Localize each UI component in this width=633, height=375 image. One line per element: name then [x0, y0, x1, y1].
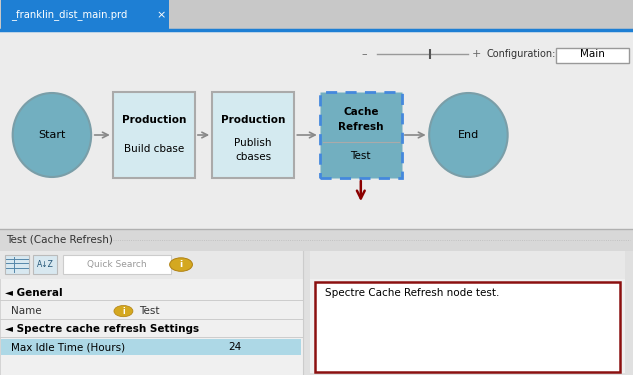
Text: Refresh: Refresh	[338, 122, 384, 132]
FancyBboxPatch shape	[310, 251, 625, 279]
FancyBboxPatch shape	[0, 251, 303, 375]
Ellipse shape	[429, 93, 508, 177]
Text: i: i	[122, 307, 125, 316]
Text: ◄ Spectre cache refresh Settings: ◄ Spectre cache refresh Settings	[5, 324, 199, 334]
Text: ×: ×	[157, 10, 166, 20]
FancyBboxPatch shape	[320, 92, 402, 178]
Text: Spectre Cache Refresh node test.: Spectre Cache Refresh node test.	[325, 288, 499, 298]
FancyBboxPatch shape	[0, 0, 633, 30]
Text: Configuration:: Configuration:	[486, 50, 556, 59]
Text: 24: 24	[228, 342, 241, 352]
Ellipse shape	[13, 93, 91, 177]
FancyBboxPatch shape	[0, 229, 633, 251]
Circle shape	[114, 306, 133, 317]
FancyBboxPatch shape	[113, 92, 195, 178]
Text: –: –	[361, 50, 367, 59]
Text: Production: Production	[221, 115, 285, 125]
FancyBboxPatch shape	[1, 0, 169, 28]
Text: Production: Production	[122, 115, 186, 125]
FancyBboxPatch shape	[33, 255, 57, 274]
FancyBboxPatch shape	[0, 251, 303, 279]
Text: cbases: cbases	[235, 153, 272, 162]
FancyBboxPatch shape	[0, 30, 633, 229]
FancyBboxPatch shape	[63, 255, 171, 274]
FancyBboxPatch shape	[310, 252, 625, 373]
Text: Cache: Cache	[343, 107, 379, 117]
FancyBboxPatch shape	[0, 229, 633, 375]
FancyBboxPatch shape	[556, 48, 629, 63]
FancyBboxPatch shape	[1, 339, 301, 355]
Text: Start: Start	[38, 130, 66, 140]
Text: A↓Z: A↓Z	[37, 260, 53, 269]
Text: Max Idle Time (Hours): Max Idle Time (Hours)	[11, 342, 125, 352]
Text: End: End	[458, 130, 479, 140]
Text: Test: Test	[139, 306, 160, 316]
FancyBboxPatch shape	[315, 282, 620, 372]
Text: Main: Main	[580, 50, 605, 59]
Text: _franklin_dist_main.prd: _franklin_dist_main.prd	[11, 9, 128, 21]
Text: +: +	[472, 50, 480, 59]
FancyBboxPatch shape	[5, 255, 29, 274]
Text: i: i	[180, 260, 182, 269]
Text: Quick Search: Quick Search	[87, 260, 147, 269]
Text: Build cbase: Build cbase	[123, 144, 184, 154]
Text: ◄ General: ◄ General	[5, 288, 63, 298]
Text: Test (Cache Refresh): Test (Cache Refresh)	[6, 235, 113, 244]
Circle shape	[170, 258, 192, 272]
Text: Test: Test	[351, 151, 371, 160]
Text: Name: Name	[11, 306, 42, 316]
FancyBboxPatch shape	[212, 92, 294, 178]
Text: Publish: Publish	[234, 138, 272, 148]
